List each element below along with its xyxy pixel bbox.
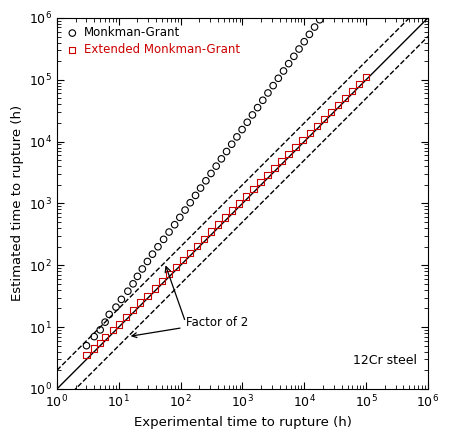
Monkman-Grant: [238, 126, 246, 133]
Extended Monkman-Grant: [166, 271, 173, 278]
Monkman-Grant: [207, 170, 215, 177]
Extended Monkman-Grant: [215, 221, 222, 228]
Monkman-Grant: [130, 280, 137, 287]
Monkman-Grant: [176, 214, 184, 221]
Extended Monkman-Grant: [341, 94, 348, 101]
Monkman-Grant: [139, 265, 146, 272]
Monkman-Grant: [243, 119, 251, 126]
Monkman-Grant: [316, 16, 324, 23]
Monkman-Grant: [187, 199, 194, 206]
Monkman-Grant: [154, 243, 162, 250]
Monkman-Grant: [274, 75, 282, 82]
Text: Factor of 2: Factor of 2: [132, 315, 248, 337]
Extended Monkman-Grant: [208, 228, 215, 235]
Extended Monkman-Grant: [122, 314, 130, 321]
Monkman-Grant: [306, 31, 313, 38]
Monkman-Grant: [321, 9, 328, 16]
Extended Monkman-Grant: [250, 186, 257, 193]
Extended Monkman-Grant: [299, 136, 306, 143]
Monkman-Grant: [160, 236, 167, 243]
Extended Monkman-Grant: [180, 257, 187, 264]
Extended Monkman-Grant: [109, 326, 117, 334]
Monkman-Grant: [102, 319, 109, 326]
Monkman-Grant: [296, 45, 303, 52]
Monkman-Grant: [112, 304, 120, 311]
Extended Monkman-Grant: [158, 278, 166, 285]
Extended Monkman-Grant: [151, 285, 158, 292]
Monkman-Grant: [118, 296, 125, 303]
Extended Monkman-Grant: [243, 193, 250, 200]
Extended Monkman-Grant: [144, 292, 151, 299]
Monkman-Grant: [264, 89, 271, 96]
Monkman-Grant: [106, 311, 113, 318]
Monkman-Grant: [228, 141, 235, 148]
Extended Monkman-Grant: [90, 345, 98, 352]
Extended Monkman-Grant: [130, 306, 137, 313]
Monkman-Grant: [259, 97, 266, 104]
Monkman-Grant: [270, 82, 277, 89]
Extended Monkman-Grant: [278, 158, 285, 165]
X-axis label: Experimental time to rupture (h): Experimental time to rupture (h): [134, 416, 351, 429]
Extended Monkman-Grant: [229, 207, 236, 214]
Monkman-Grant: [212, 163, 220, 170]
Extended Monkman-Grant: [97, 340, 104, 347]
Extended Monkman-Grant: [264, 172, 271, 179]
Extended Monkman-Grant: [285, 150, 292, 158]
Monkman-Grant: [280, 67, 287, 74]
Extended Monkman-Grant: [348, 87, 356, 94]
Monkman-Grant: [249, 111, 256, 118]
Monkman-Grant: [290, 53, 297, 60]
Monkman-Grant: [171, 221, 178, 228]
Extended Monkman-Grant: [355, 80, 362, 87]
Y-axis label: Estimated time to rupture (h): Estimated time to rupture (h): [10, 105, 23, 301]
Monkman-Grant: [223, 148, 230, 155]
Extended Monkman-Grant: [320, 115, 327, 122]
Extended Monkman-Grant: [271, 165, 278, 172]
Extended Monkman-Grant: [257, 179, 264, 186]
Monkman-Grant: [192, 192, 199, 199]
Monkman-Grant: [233, 133, 240, 140]
Extended Monkman-Grant: [83, 352, 90, 359]
Monkman-Grant: [285, 60, 292, 67]
Extended Monkman-Grant: [173, 264, 180, 271]
Extended Monkman-Grant: [115, 321, 122, 328]
Extended Monkman-Grant: [236, 200, 243, 207]
Monkman-Grant: [144, 258, 151, 265]
Monkman-Grant: [301, 38, 308, 45]
Monkman-Grant: [149, 251, 156, 258]
Monkman-Grant: [124, 288, 131, 295]
Extended Monkman-Grant: [136, 299, 144, 306]
Monkman-Grant: [97, 326, 104, 334]
Extended Monkman-Grant: [334, 101, 342, 108]
Extended Monkman-Grant: [292, 143, 299, 150]
Monkman-Grant: [134, 273, 141, 280]
Monkman-Grant: [218, 155, 225, 162]
Legend: Monkman-Grant, Extended Monkman-Grant: Monkman-Grant, Extended Monkman-Grant: [63, 24, 243, 58]
Extended Monkman-Grant: [194, 242, 201, 249]
Extended Monkman-Grant: [362, 73, 369, 80]
Monkman-Grant: [166, 228, 173, 235]
Monkman-Grant: [202, 177, 210, 184]
Text: 12Cr steel: 12Cr steel: [353, 354, 417, 367]
Extended Monkman-Grant: [306, 129, 313, 136]
Extended Monkman-Grant: [222, 214, 229, 221]
Monkman-Grant: [197, 184, 204, 191]
Monkman-Grant: [83, 342, 90, 349]
Monkman-Grant: [311, 23, 318, 30]
Monkman-Grant: [90, 333, 98, 340]
Monkman-Grant: [181, 206, 189, 213]
Extended Monkman-Grant: [313, 122, 320, 129]
Extended Monkman-Grant: [327, 108, 334, 115]
Extended Monkman-Grant: [102, 333, 109, 340]
Extended Monkman-Grant: [201, 235, 208, 242]
Extended Monkman-Grant: [187, 249, 194, 256]
Monkman-Grant: [254, 104, 261, 111]
